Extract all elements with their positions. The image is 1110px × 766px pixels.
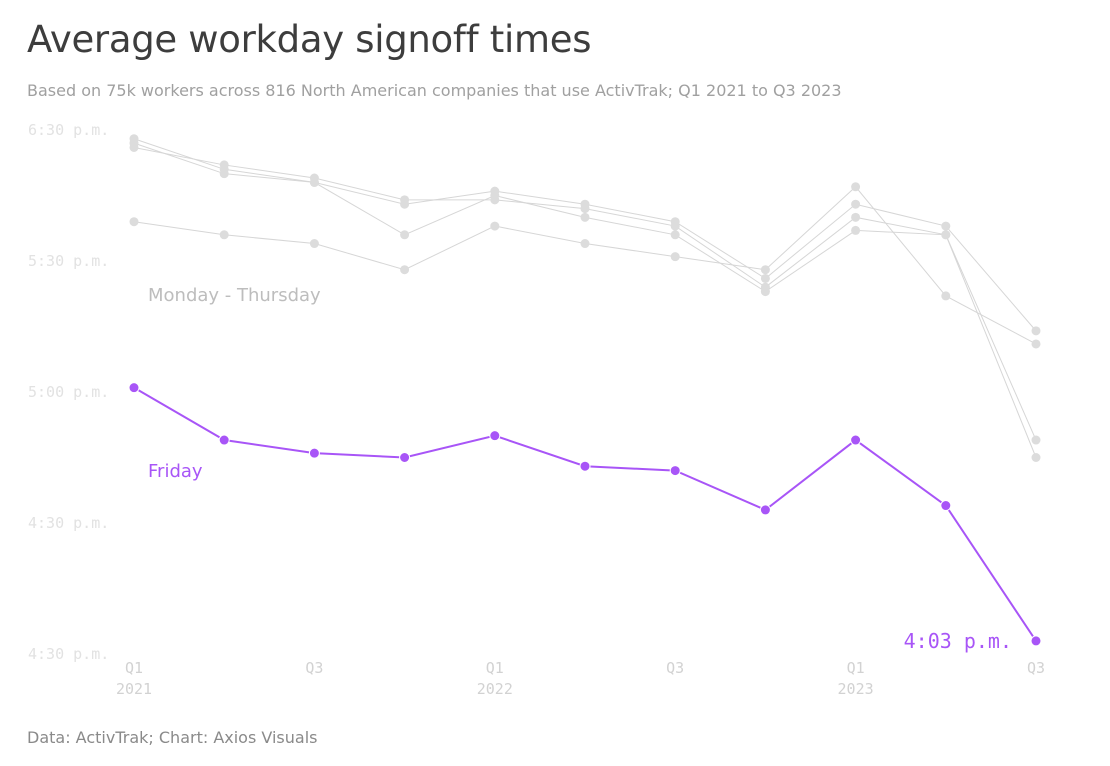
weekday-data-point xyxy=(760,265,770,275)
friday-data-point xyxy=(489,430,501,442)
x-tick-label: 2021 xyxy=(116,680,152,698)
annotations: Monday - Thursday Friday 4:03 p.m. xyxy=(148,285,1012,653)
weekday-data-point xyxy=(760,287,770,297)
x-tick-label: Q1 xyxy=(486,659,504,677)
y-tick-label: 4:30 p.m. xyxy=(28,514,109,532)
weekday-data-point xyxy=(851,182,861,192)
weekday-data-point xyxy=(941,221,951,231)
weekday-data-point xyxy=(760,273,770,283)
weekday-data-point xyxy=(309,239,319,249)
weekday-data-point xyxy=(851,225,861,235)
weekday-data-point xyxy=(580,204,590,214)
friday-data-point xyxy=(218,434,230,446)
weekday-data-point xyxy=(851,212,861,222)
friday-series-line xyxy=(133,386,1037,642)
friday-label: Friday xyxy=(148,461,203,482)
weekday-data-point xyxy=(400,230,410,240)
weekday-data-point xyxy=(1031,339,1041,349)
y-tick-label: 5:30 p.m. xyxy=(28,252,109,270)
x-tick-label: Q3 xyxy=(305,659,323,677)
x-tick-label: 2022 xyxy=(477,680,513,698)
weekday-data-point xyxy=(670,252,680,262)
weekday-data-point xyxy=(1031,453,1041,462)
weekday-data-point xyxy=(580,239,590,249)
weekday-data-point xyxy=(129,138,139,148)
friday-data-point xyxy=(669,465,681,477)
friday-data-point xyxy=(579,460,591,472)
chart-source: Data: ActivTrak; Chart: Axios Visuals xyxy=(27,728,318,747)
friday-data-point xyxy=(850,434,862,446)
weekday-data-point xyxy=(670,230,680,240)
weekday-data-point xyxy=(670,221,680,231)
chart-title: Average workday signoff times xyxy=(27,18,592,61)
weekday-data-point xyxy=(219,230,229,240)
weekday-data-point xyxy=(941,230,951,240)
weekday-series-group xyxy=(129,134,1041,462)
x-tick-label: Q3 xyxy=(1027,659,1045,677)
weekday-data-point xyxy=(580,212,590,222)
weekday-data-point xyxy=(219,169,229,179)
weekday-data-point xyxy=(400,265,410,275)
weekday-data-point xyxy=(490,221,500,231)
weekday-data-point xyxy=(219,160,229,170)
weekday-data-point xyxy=(490,191,500,200)
friday-data-point xyxy=(308,447,320,459)
friday-data-point xyxy=(759,504,771,516)
weekday-data-point xyxy=(1031,435,1041,445)
x-tick-label: 2023 xyxy=(838,680,874,698)
x-tick-label: Q1 xyxy=(847,659,865,677)
x-axis: Q1 2021 Q3 Q1 2022 Q3 Q1 2023 Q3 xyxy=(116,659,1045,698)
friday-data-point xyxy=(399,452,411,463)
friday-series-group xyxy=(128,382,1042,647)
y-tick-label: 6:30 p.m. xyxy=(28,121,109,139)
weekday-data-point xyxy=(851,199,861,209)
chart-subtitle: Based on 75k workers across 816 North Am… xyxy=(27,81,842,100)
weekday-data-point xyxy=(1031,326,1041,336)
x-tick-label: Q1 xyxy=(125,659,143,677)
x-tick-label: Q3 xyxy=(666,659,684,677)
weekday-data-point xyxy=(309,177,319,187)
last-value-label: 4:03 p.m. xyxy=(904,629,1012,653)
y-tick-label: 4:30 p.m. xyxy=(28,645,109,663)
monday-thursday-label: Monday - Thursday xyxy=(148,285,321,306)
friday-data-point xyxy=(1030,635,1042,647)
weekday-data-point xyxy=(129,217,139,227)
weekday-data-point xyxy=(941,291,951,301)
y-tick-label: 5:00 p.m. xyxy=(28,383,109,401)
friday-data-point xyxy=(128,382,140,394)
friday-data-point xyxy=(940,500,952,512)
y-axis: 4:30 p.m. 4:30 p.m. 5:00 p.m. 5:30 p.m. 6:30… xyxy=(28,121,109,663)
weekday-data-point xyxy=(400,195,410,205)
